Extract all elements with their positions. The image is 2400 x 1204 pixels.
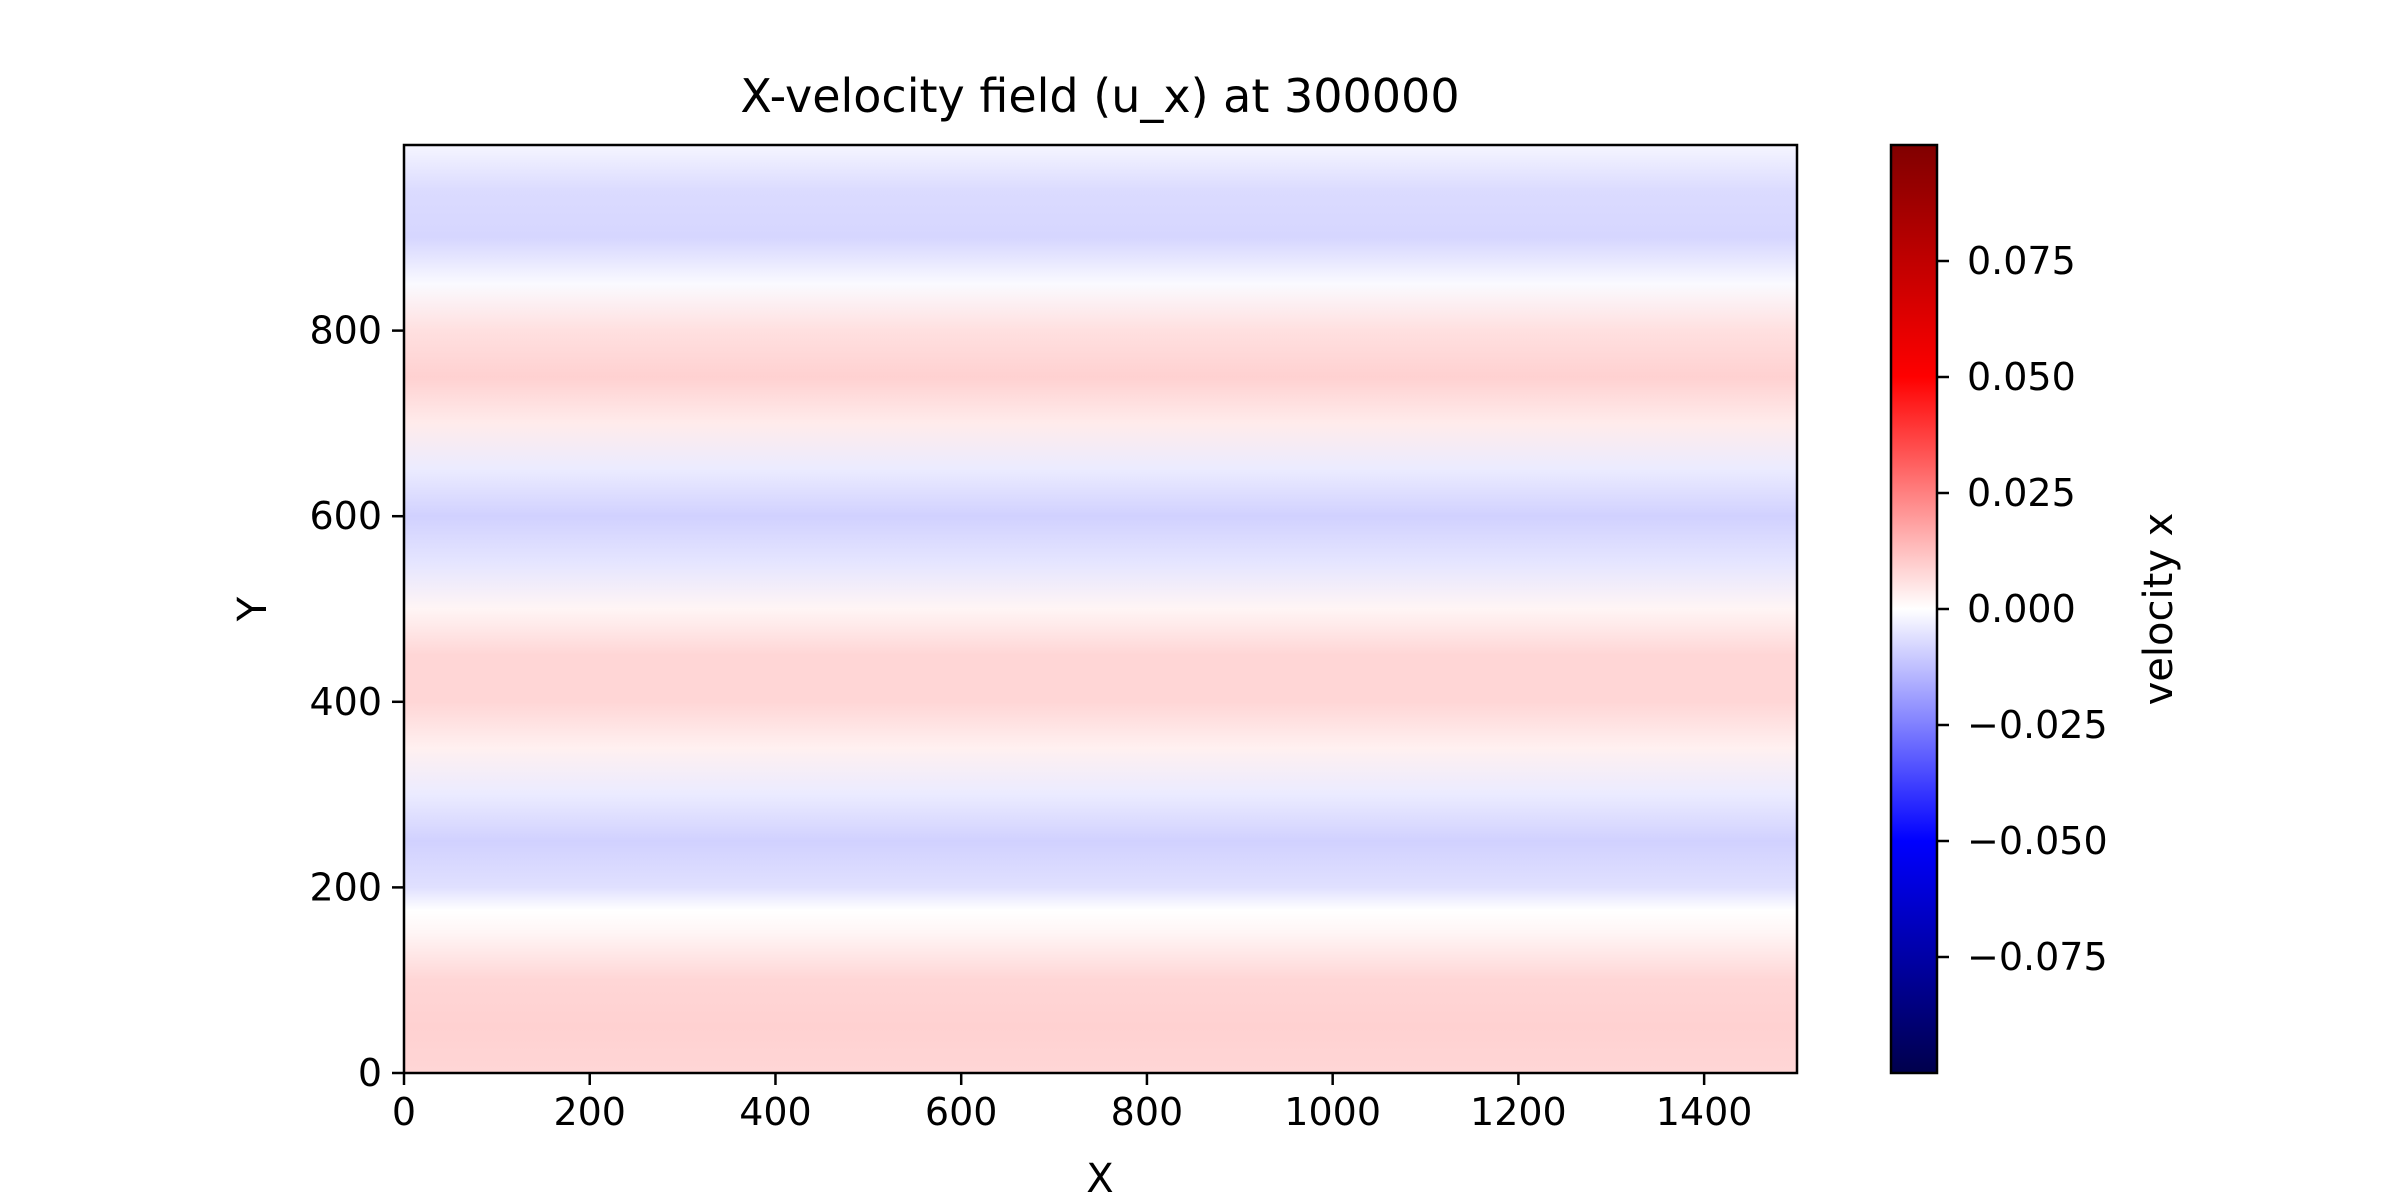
colorbar: 0.075 0.050 0.025 0.000 −0.025 −0.050 −0.075: [1889, 143, 2108, 1075]
colorbar-tick-label: −0.025: [1967, 703, 2108, 747]
colorbar-tick-label: 0.000: [1967, 587, 2076, 631]
x-tick-label: 200: [553, 1090, 626, 1134]
colorbar-label: velocity x: [2136, 513, 2182, 706]
colorbar-tick-label: −0.075: [1967, 935, 2108, 979]
x-tick-label: 800: [1111, 1090, 1184, 1134]
x-tick-label: 1400: [1656, 1090, 1753, 1134]
colorbar-tick-label: −0.050: [1967, 819, 2108, 863]
velocity-field: [404, 145, 1797, 1073]
x-tick-label: 600: [925, 1090, 998, 1134]
x-tick-label: 400: [739, 1090, 812, 1134]
y-tick-label: 800: [309, 309, 382, 353]
x-tick-label: 1200: [1470, 1090, 1567, 1134]
y-tick-label: 200: [309, 865, 382, 909]
y-tick-label: 0: [358, 1051, 382, 1095]
x-axis: 0 200 400 600 800 1000 1200 1400: [392, 1073, 1753, 1134]
plot-frame: [402, 143, 1799, 1075]
y-axis-label: Y: [230, 596, 276, 622]
y-axis: 0 200 400 600 800: [309, 309, 404, 1095]
colorbar-tick-label: 0.025: [1967, 471, 2076, 515]
chart-title: X-velocity field (u_x) at 300000: [740, 69, 1459, 123]
x-axis-label: X: [1086, 1156, 1113, 1200]
x-tick-label: 1000: [1284, 1090, 1381, 1134]
y-tick-label: 400: [309, 680, 382, 724]
y-tick-label: 600: [309, 494, 382, 538]
colorbar-tick-label: 0.050: [1967, 355, 2076, 399]
colorbar-gradient: [1891, 145, 1937, 1073]
heatmap: [404, 145, 1797, 1073]
colorbar-tick-label: 0.075: [1967, 239, 2076, 283]
x-tick-label: 0: [392, 1090, 416, 1134]
